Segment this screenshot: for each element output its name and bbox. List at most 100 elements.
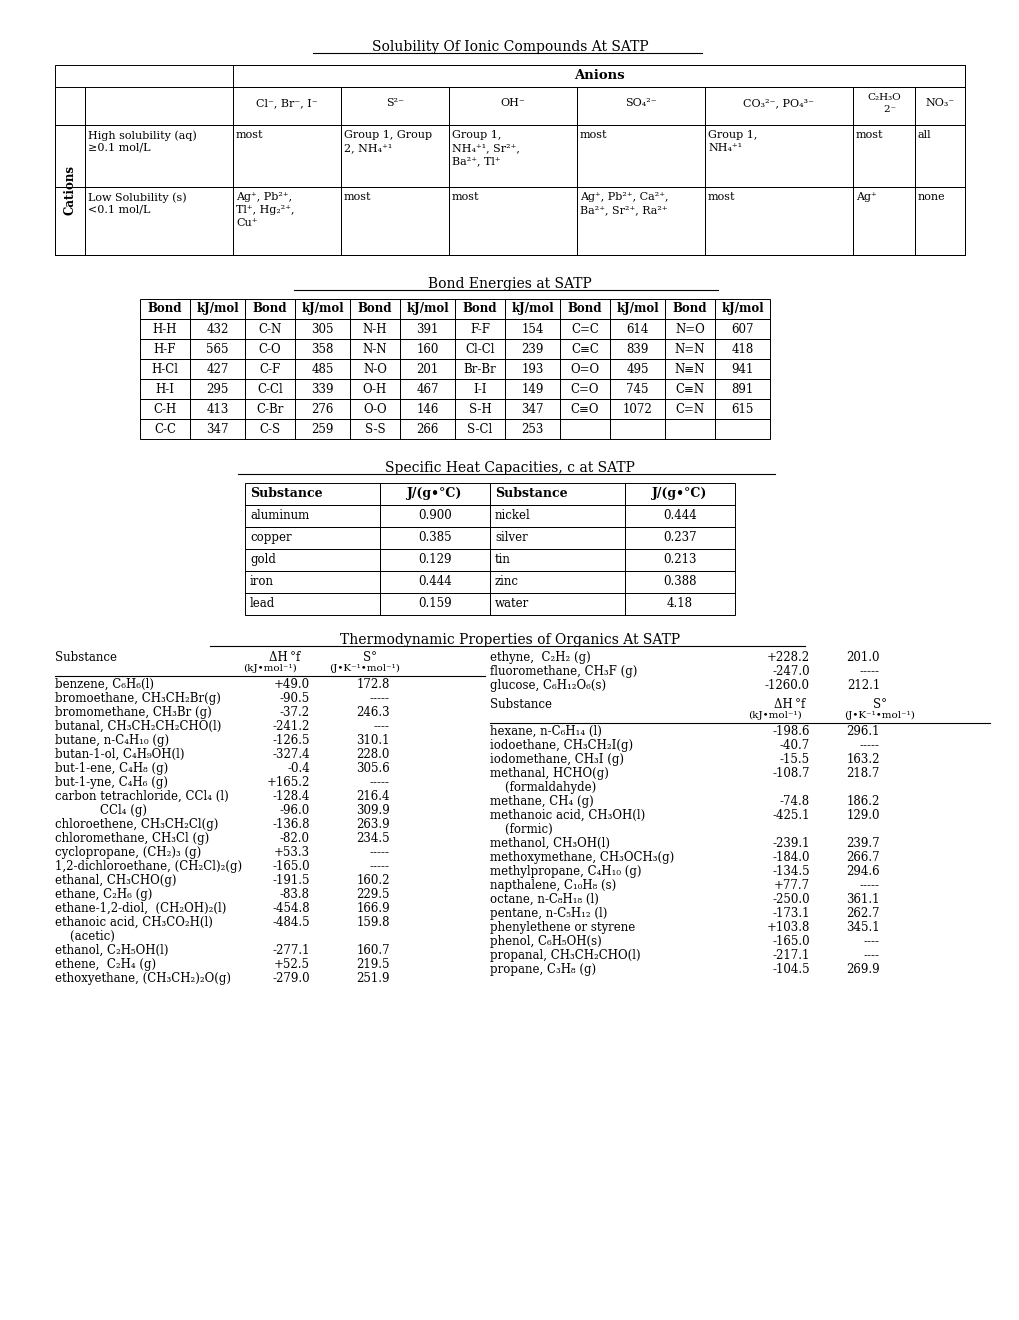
Text: C-N: C-N xyxy=(258,323,281,337)
Text: but-1-ene, C₄H₈ (g): but-1-ene, C₄H₈ (g) xyxy=(55,762,168,775)
Bar xyxy=(85,187,232,255)
Text: CCl₄ (g): CCl₄ (g) xyxy=(55,804,147,817)
Text: 347: 347 xyxy=(521,403,543,416)
Text: water: water xyxy=(494,597,529,610)
Text: -15.5: -15.5 xyxy=(780,752,809,766)
Text: Bond: Bond xyxy=(463,302,497,315)
Bar xyxy=(454,339,504,359)
Text: -----: ----- xyxy=(370,846,389,859)
Text: (formaldahyde): (formaldahyde) xyxy=(489,781,596,795)
Text: -279.0: -279.0 xyxy=(272,972,310,985)
Text: 201.0: 201.0 xyxy=(846,651,879,664)
Text: -425.1: -425.1 xyxy=(771,809,809,822)
Text: Anions: Anions xyxy=(573,69,624,82)
Bar xyxy=(714,339,769,359)
Bar xyxy=(664,399,714,418)
Bar xyxy=(714,418,769,440)
Bar xyxy=(664,339,714,359)
Bar xyxy=(245,379,294,399)
Text: C-H: C-H xyxy=(153,403,176,416)
Text: methanal, HCHO(g): methanal, HCHO(g) xyxy=(489,767,608,780)
Text: most: most xyxy=(707,191,735,202)
Bar xyxy=(625,506,735,527)
Text: Bond: Bond xyxy=(148,302,182,315)
Bar xyxy=(714,300,769,319)
Bar xyxy=(454,379,504,399)
Text: NH₄⁺¹, Sr²⁺,: NH₄⁺¹, Sr²⁺, xyxy=(451,143,520,153)
Text: methanol, CH₃OH(l): methanol, CH₃OH(l) xyxy=(489,837,609,850)
Text: 259: 259 xyxy=(311,422,333,436)
Text: ΔH °f: ΔH °f xyxy=(269,651,301,664)
Text: ethanoic acid, CH₃CO₂H(l): ethanoic acid, CH₃CO₂H(l) xyxy=(55,916,213,929)
Text: Ba²⁺, Tl⁺: Ba²⁺, Tl⁺ xyxy=(451,156,500,166)
Text: ----: ---- xyxy=(374,719,389,733)
Text: -----: ----- xyxy=(370,861,389,873)
Bar xyxy=(704,125,852,187)
Bar xyxy=(625,593,735,615)
Bar xyxy=(704,187,852,255)
Text: 427: 427 xyxy=(206,363,228,376)
Bar xyxy=(350,359,399,379)
Text: (formic): (formic) xyxy=(489,822,552,836)
Text: 745: 745 xyxy=(626,383,648,396)
Text: Cl⁻, Br⁻, I⁻: Cl⁻, Br⁻, I⁻ xyxy=(256,98,318,108)
Text: H-Cl: H-Cl xyxy=(152,363,178,376)
Bar xyxy=(380,506,489,527)
Text: most: most xyxy=(451,191,479,202)
Text: +165.2: +165.2 xyxy=(266,776,310,789)
Bar xyxy=(454,359,504,379)
Bar xyxy=(448,87,577,125)
Bar xyxy=(489,549,625,572)
Bar xyxy=(504,399,559,418)
Bar xyxy=(454,418,504,440)
Text: -250.0: -250.0 xyxy=(771,894,809,906)
Text: 129.0: 129.0 xyxy=(846,809,879,822)
Bar xyxy=(140,418,190,440)
Text: ----: ---- xyxy=(863,935,879,948)
Bar xyxy=(245,300,294,319)
Text: 1072: 1072 xyxy=(622,403,652,416)
Bar xyxy=(559,319,609,339)
Text: F-F: F-F xyxy=(470,323,489,337)
Text: -74.8: -74.8 xyxy=(780,795,809,808)
Bar xyxy=(609,300,664,319)
Text: 413: 413 xyxy=(206,403,228,416)
Bar xyxy=(399,399,454,418)
Text: -----: ----- xyxy=(859,739,879,752)
Bar xyxy=(294,300,350,319)
Text: N-O: N-O xyxy=(363,363,386,376)
Bar xyxy=(714,379,769,399)
Text: 186.2: 186.2 xyxy=(846,795,879,808)
Bar xyxy=(294,319,350,339)
Text: -165.0: -165.0 xyxy=(771,935,809,948)
Text: 253: 253 xyxy=(521,422,543,436)
Bar xyxy=(245,339,294,359)
Text: kJ/mol: kJ/mol xyxy=(511,302,553,315)
Text: -239.1: -239.1 xyxy=(771,837,809,850)
Text: all: all xyxy=(917,129,930,140)
Text: Bond: Bond xyxy=(673,302,706,315)
Text: kJ/mol: kJ/mol xyxy=(615,302,658,315)
Text: iron: iron xyxy=(250,576,274,587)
Text: +49.0: +49.0 xyxy=(274,678,310,690)
Bar xyxy=(245,319,294,339)
Text: cyclopropane, (CH₂)₃ (g): cyclopropane, (CH₂)₃ (g) xyxy=(55,846,201,859)
Bar xyxy=(714,359,769,379)
Bar xyxy=(504,300,559,319)
Bar xyxy=(714,319,769,339)
Text: most: most xyxy=(855,129,882,140)
Text: Group 1,: Group 1, xyxy=(451,129,501,140)
Text: -----: ----- xyxy=(859,879,879,892)
Text: 216.4: 216.4 xyxy=(357,789,389,803)
Text: -----: ----- xyxy=(859,665,879,678)
Bar xyxy=(852,87,914,125)
Text: NH₄⁺¹: NH₄⁺¹ xyxy=(707,143,742,153)
Text: bromomethane, CH₃Br (g): bromomethane, CH₃Br (g) xyxy=(55,706,212,719)
Text: 229.5: 229.5 xyxy=(357,888,389,902)
Text: 159.8: 159.8 xyxy=(357,916,389,929)
Text: Cl-Cl: Cl-Cl xyxy=(465,343,494,356)
Text: most: most xyxy=(580,129,607,140)
Text: 228.0: 228.0 xyxy=(357,748,389,762)
Text: methylpropane, C₄H₁₀ (g): methylpropane, C₄H₁₀ (g) xyxy=(489,865,641,878)
Text: C-F: C-F xyxy=(259,363,280,376)
